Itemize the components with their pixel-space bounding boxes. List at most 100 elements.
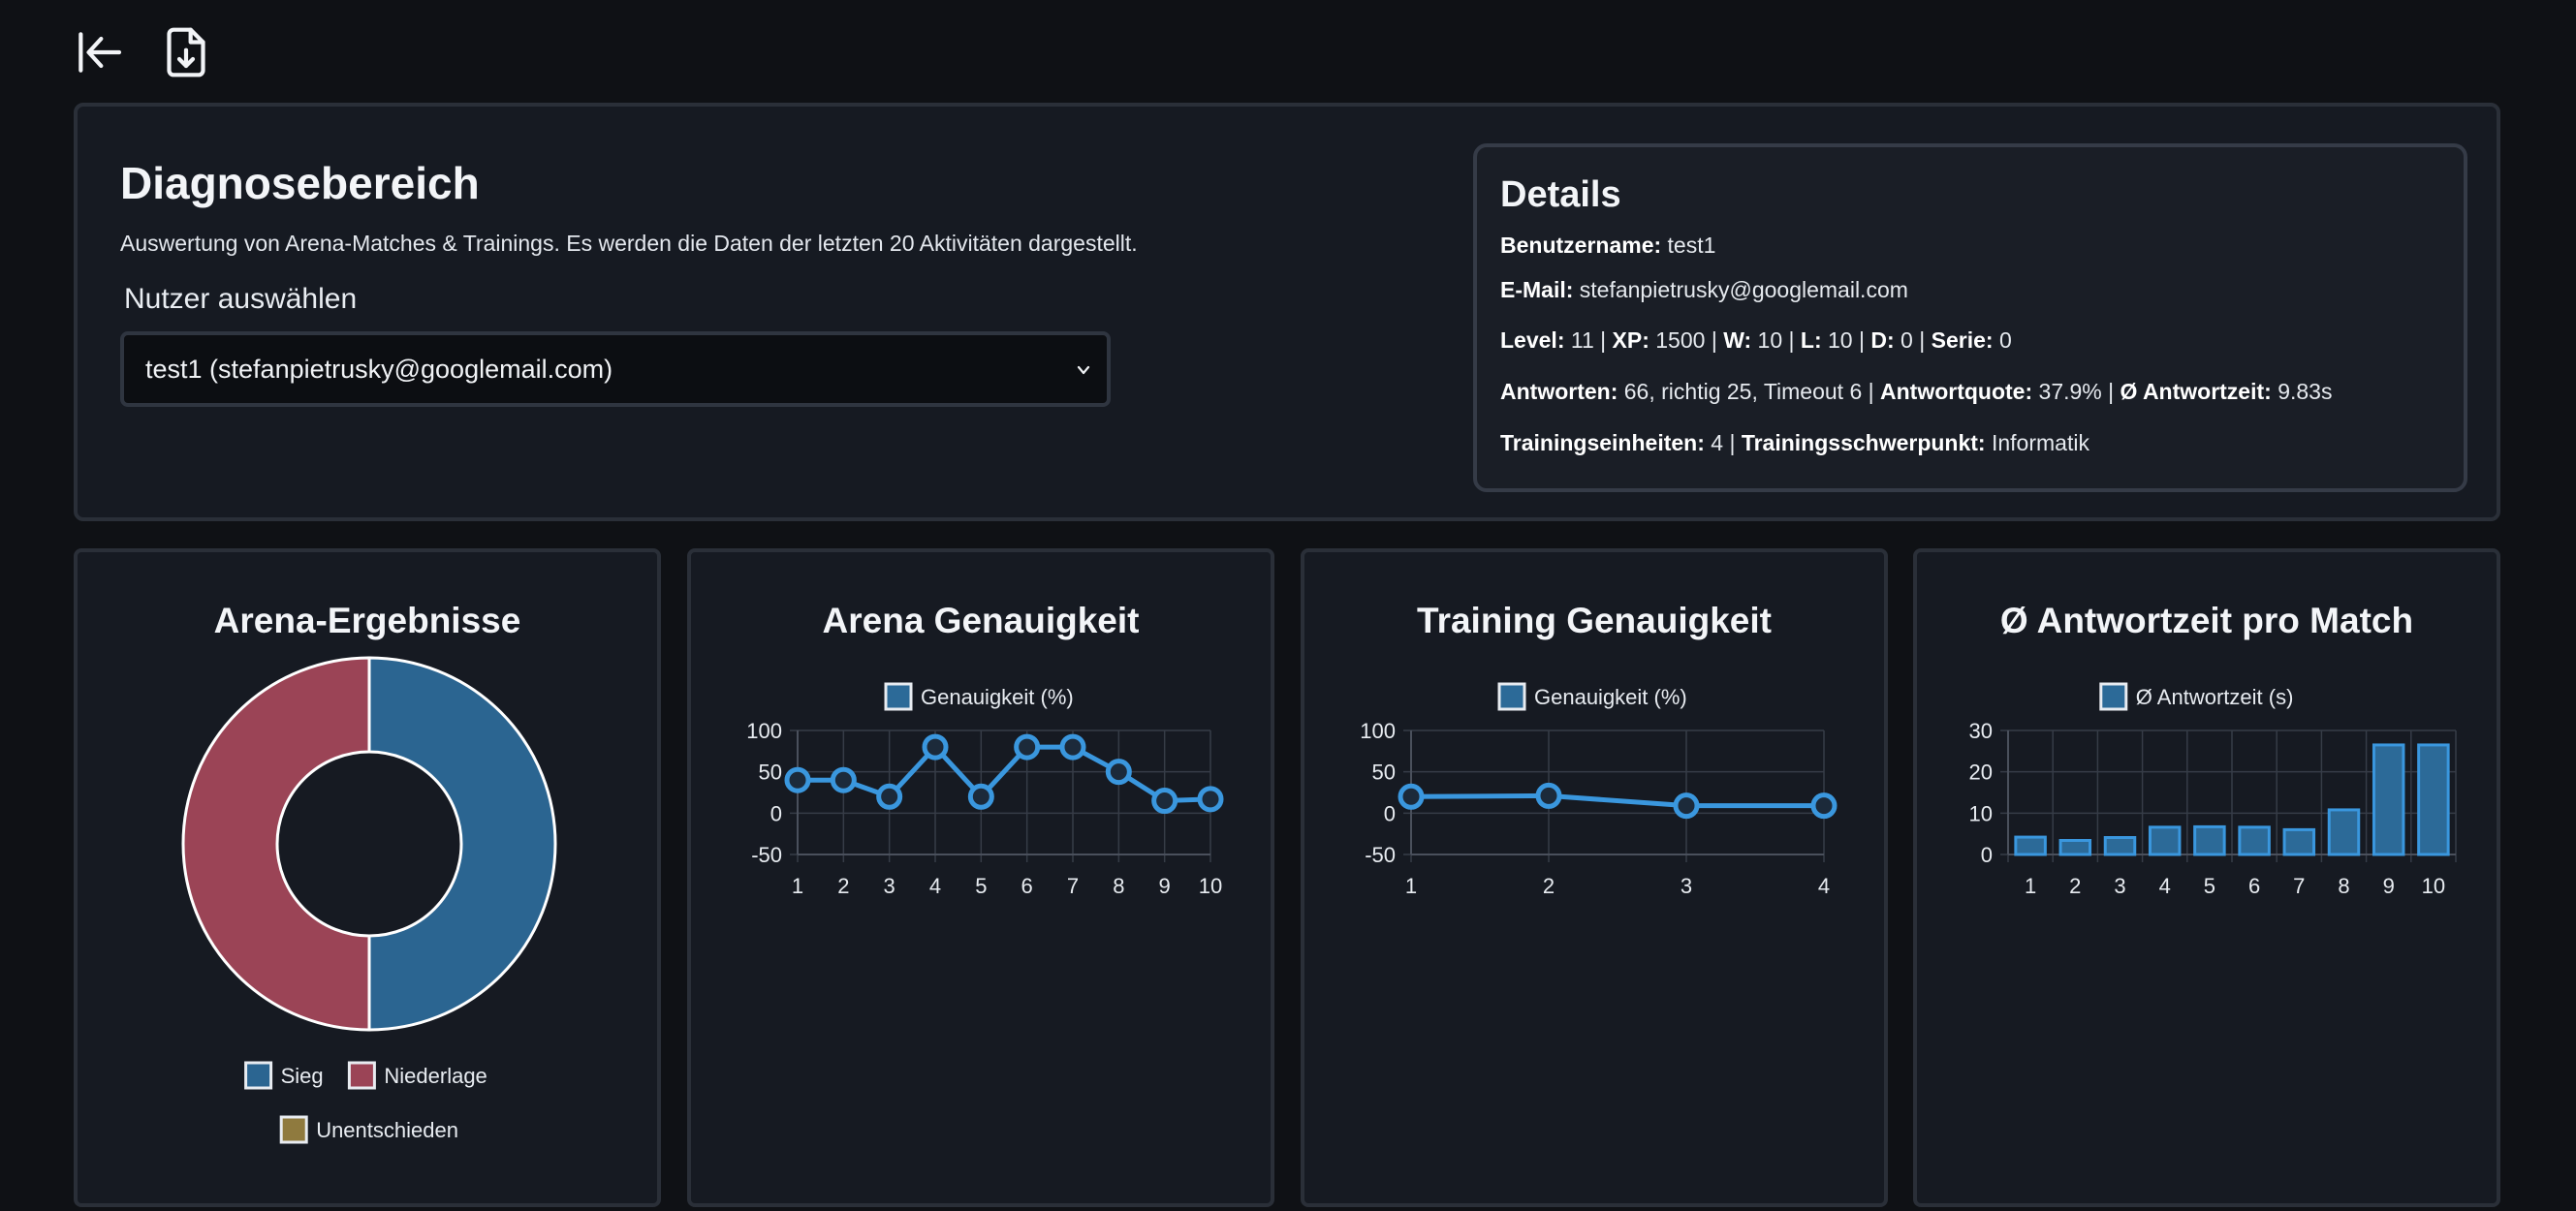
x-tick-label: 7 [1067, 874, 1079, 898]
back-button[interactable] [70, 23, 128, 81]
training-accuracy-card: Training Genauigkeit Genauigkeit (%) 100 5… [1301, 548, 1888, 1207]
data-point [1535, 782, 1562, 809]
x-tick-label: 9 [1159, 874, 1171, 898]
y-tick-label: 100 [746, 719, 782, 743]
data-point [1014, 733, 1041, 761]
arena-accuracy-card: Arena Genauigkeit Genauigkeit (%) 100 50 0 -… [687, 548, 1274, 1207]
x-tick-label: 2 [837, 874, 849, 898]
y-tick-label: -50 [1365, 843, 1396, 867]
detail-email: E-Mail: stefanpietrusky@googlemail.com [1500, 277, 1908, 302]
x-tick-label: 6 [2248, 874, 2260, 898]
x-tick-label: 1 [2025, 874, 2036, 898]
bar [2014, 835, 2047, 856]
y-tick-label: 100 [1360, 719, 1396, 743]
page-description: Auswertung von Arena-Matches & Trainings… [120, 231, 1138, 256]
y-tick-label: 50 [1372, 761, 1396, 785]
x-tick-label: 1 [1405, 874, 1417, 898]
legend-label: Unentschieden [316, 1118, 458, 1142]
data-point [1105, 759, 1132, 786]
legend-swatch [2099, 682, 2128, 711]
pie-slice-sieg [367, 656, 557, 1032]
legend-swatch [884, 682, 913, 711]
pie-slice-niederlage [181, 656, 371, 1032]
details-card: Details Benutzername: test1 E-Mail: stef… [1473, 143, 2467, 492]
avg-answer-time-chart: Ø Antwortzeit (s) 30 20 10 0 1 2 3 4 5 6 7 8 9 10 [1969, 682, 2457, 898]
bar [2193, 824, 2226, 856]
x-tick-label: 10 [1199, 874, 1222, 898]
data-point [1197, 786, 1224, 813]
data-point [784, 766, 811, 793]
toolbar [70, 23, 215, 81]
chart-title: Training Genauigkeit [1417, 601, 1772, 640]
chevron-down-icon [1077, 365, 1090, 375]
x-tick-label: 5 [2204, 874, 2215, 898]
x-tick-label: 4 [2159, 874, 2171, 898]
avg-answer-time-card: Ø Antwortzeit pro Match Ø Antwortzeit (s… [1913, 548, 2500, 1207]
chart-title: Ø Antwortzeit pro Match [1999, 601, 2414, 640]
data-point [1673, 792, 1700, 820]
legend-label: Niederlage [384, 1064, 487, 1088]
bar [2058, 838, 2092, 856]
legend-label: Genauigkeit (%) [921, 685, 1074, 709]
x-tick-label: 6 [1021, 874, 1033, 898]
data-point [1398, 783, 1425, 810]
arena-results-card: Arena-Ergebnisse Sieg Niederlage Unentschi… [74, 548, 661, 1207]
detail-answers: Antworten: 66, richtig 25, Timeout 6 | A… [1500, 379, 2333, 404]
series-line [798, 744, 1211, 804]
y-tick-label: 10 [1969, 801, 1993, 825]
y-tick-label: 0 [1384, 801, 1396, 825]
y-tick-label: 30 [1969, 719, 1993, 743]
bar [2417, 743, 2450, 856]
user-select[interactable]: test1 (stefanpietrusky@googlemail.com) [120, 331, 1111, 407]
arena-accuracy-chart: Genauigkeit (%) 100 50 0 -50 1 2 3 4 5 6 7 8 9 10 [746, 682, 1224, 898]
x-tick-label: 9 [2383, 874, 2395, 898]
user-select-label: Nutzer auswählen [124, 283, 358, 315]
download-report-button[interactable] [157, 23, 215, 81]
bar [2103, 836, 2137, 856]
detail-training: Trainingseinheiten: 4 | Trainingsschwerp… [1500, 430, 2089, 455]
bar [2372, 743, 2405, 856]
data-point [967, 783, 994, 810]
y-tick-label: 0 [770, 801, 782, 825]
x-tick-label: 4 [929, 874, 941, 898]
file-download-icon [167, 27, 205, 78]
x-tick-label: 2 [2069, 874, 2081, 898]
bar [2148, 825, 2182, 856]
diagnostics-panel: Diagnosebereich Auswertung von Arena-Mat… [74, 103, 2500, 521]
data-point [830, 766, 857, 793]
legend-swatch [347, 1061, 376, 1090]
x-tick-label: 5 [975, 874, 987, 898]
detail-stats: Level: 11 | XP: 1500 | W: 10 | L: 10 | D… [1500, 327, 2012, 353]
chart-title: Arena Genauigkeit [822, 601, 1140, 640]
y-tick-label: 0 [1981, 843, 1993, 867]
x-tick-label: 2 [1543, 874, 1555, 898]
y-tick-label: 50 [759, 761, 782, 785]
x-tick-label: 3 [884, 874, 895, 898]
y-tick-label: 20 [1969, 761, 1993, 785]
bar [2282, 827, 2316, 856]
series-line [1410, 792, 1824, 809]
arrow-left-to-bar-icon [79, 32, 122, 73]
x-tick-label: 7 [2293, 874, 2305, 898]
x-tick-label: 3 [1681, 874, 1692, 898]
x-tick-label: 3 [2114, 874, 2125, 898]
data-point [922, 733, 949, 761]
data-point [1810, 792, 1838, 820]
x-tick-label: 10 [2422, 874, 2445, 898]
chart-title: Arena-Ergebnisse [213, 601, 521, 640]
x-tick-label: 8 [2338, 874, 2349, 898]
detail-username: Benutzername: test1 [1500, 233, 1716, 258]
details-title: Details [1500, 174, 1621, 215]
training-accuracy-chart: Genauigkeit (%) 100 50 0 -50 1 2 3 4 [1360, 682, 1838, 898]
arena-results-chart: Sieg Niederlage Unentschieden [181, 656, 557, 1144]
page-title: Diagnosebereich [120, 158, 480, 208]
x-tick-label: 8 [1113, 874, 1124, 898]
bar [2327, 808, 2361, 856]
legend-swatch [279, 1115, 308, 1144]
legend-label: Sieg [281, 1064, 324, 1088]
bar [2238, 825, 2271, 856]
data-point [1059, 733, 1086, 761]
data-point [876, 783, 903, 810]
x-tick-label: 1 [792, 874, 803, 898]
legend-swatch [1497, 682, 1526, 711]
